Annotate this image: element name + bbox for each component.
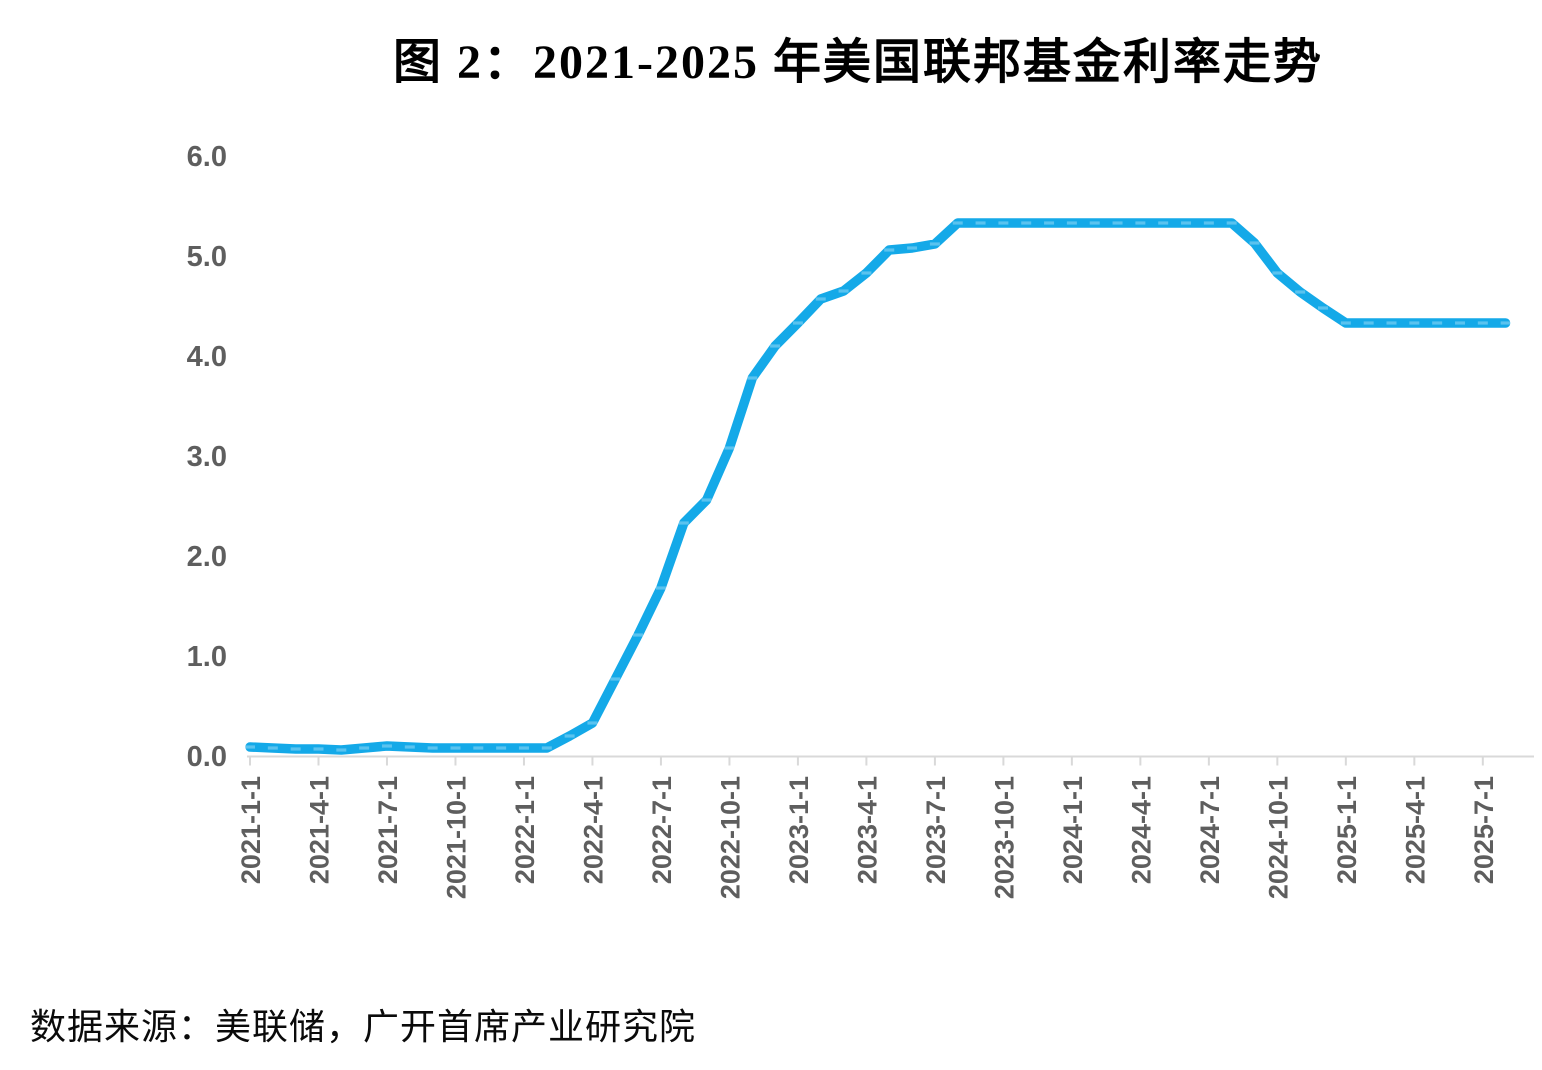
x-tick-label: 2021-1-1: [236, 776, 266, 884]
rate-line: [245, 218, 1511, 755]
x-tick-label: 2025-7-1: [1469, 776, 1499, 884]
x-tick-label: 2022-4-1: [578, 776, 608, 884]
source-note: 数据来源：美联储，广开首席产业研究院: [30, 1007, 697, 1047]
x-tick-label: 2025-4-1: [1400, 776, 1430, 884]
x-tick-label: 2022-10-1: [715, 776, 745, 899]
y-tick-label: 0.0: [187, 741, 227, 773]
x-tick-label: 2024-10-1: [1263, 776, 1293, 899]
x-tick-label: 2022-1-1: [510, 776, 540, 884]
x-tick-label: 2024-1-1: [1058, 776, 1088, 884]
y-tick-label: 2.0: [187, 541, 227, 573]
y-tick-label: 3.0: [187, 441, 227, 473]
y-tick-label: 5.0: [187, 241, 227, 273]
x-tick-label: 2021-4-1: [304, 776, 334, 884]
x-tick-label: 2022-7-1: [647, 776, 677, 884]
y-tick-label: 6.0: [187, 141, 227, 173]
x-tick-label: 2023-7-1: [921, 776, 951, 884]
x-tick-label: 2023-10-1: [989, 776, 1019, 899]
y-tick-label: 1.0: [187, 641, 227, 673]
chart-title: 图 2：2021-2025 年美国联邦基金利率走势: [393, 36, 1323, 89]
x-tick-label: 2024-7-1: [1195, 776, 1225, 884]
x-tick-label: 2021-10-1: [441, 776, 471, 899]
x-tick-label: 2024-4-1: [1126, 776, 1156, 884]
x-tick-label: 2025-1-1: [1332, 776, 1362, 884]
y-tick-label: 4.0: [187, 341, 227, 373]
x-tick-label: 2021-7-1: [373, 776, 403, 884]
x-tick-label: 2023-4-1: [852, 776, 882, 884]
x-tick-label: 2023-1-1: [784, 776, 814, 884]
